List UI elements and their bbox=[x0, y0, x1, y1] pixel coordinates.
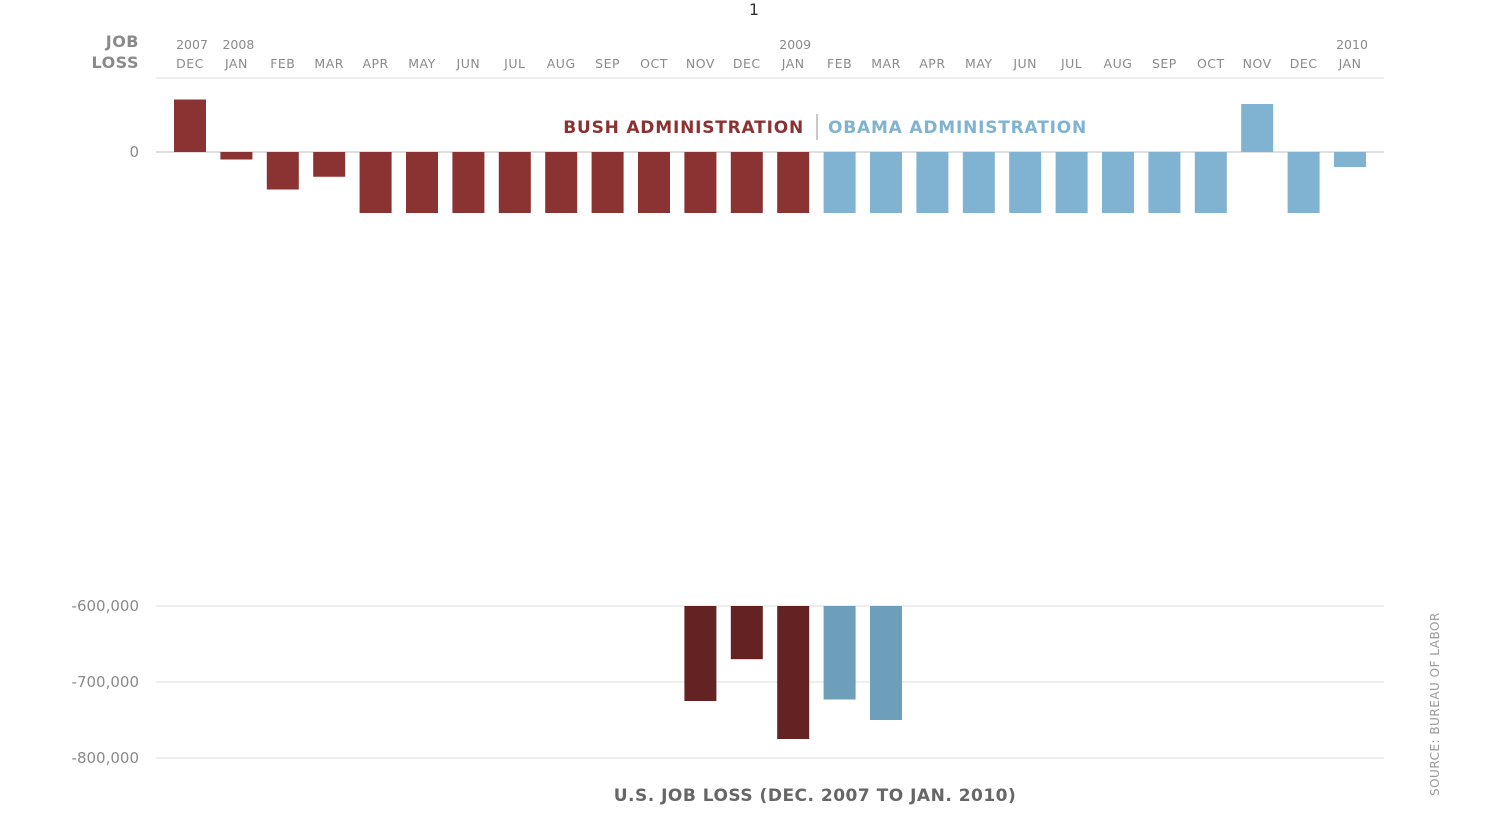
x-tick-label: AUG bbox=[547, 56, 576, 71]
page-mark: 1 bbox=[749, 0, 759, 19]
chart-title: U.S. JOB LOSS (DEC. 2007 TO JAN. 2010) bbox=[614, 786, 1017, 806]
legend: BUSH ADMINISTRATION OBAMA ADMINISTRATION bbox=[563, 114, 1087, 140]
bar bbox=[174, 99, 206, 152]
bar-lower bbox=[777, 606, 810, 739]
x-tick-label: JUN bbox=[1012, 56, 1037, 71]
legend-bush-administration: BUSH ADMINISTRATION bbox=[563, 118, 804, 138]
bar bbox=[777, 152, 810, 213]
y-axis-label: JOB LOSS bbox=[91, 32, 139, 72]
x-year-label: 2008 bbox=[222, 37, 254, 52]
bar bbox=[823, 152, 856, 213]
x-axis-ticks: DEC JAN FEB MAR APR MAY JUN JUL AUG SEP OCT NOV DEC J… bbox=[176, 37, 1368, 71]
bar bbox=[1194, 152, 1227, 213]
y-tick-label: -700,000 bbox=[72, 673, 139, 691]
bar bbox=[545, 152, 578, 213]
bar bbox=[962, 152, 995, 213]
bar-lower bbox=[870, 606, 902, 720]
legend-obama-administration: OBAMA ADMINISTRATION bbox=[828, 118, 1087, 138]
bar bbox=[1241, 104, 1274, 152]
bar bbox=[730, 152, 763, 213]
bar bbox=[406, 152, 438, 213]
bar bbox=[266, 152, 299, 190]
x-year-label: 2009 bbox=[779, 37, 811, 52]
bar bbox=[916, 152, 949, 213]
bar-lower bbox=[730, 606, 763, 660]
x-tick-label: MAY bbox=[965, 56, 993, 71]
x-tick-label: FEB bbox=[270, 56, 295, 71]
y-tick-label: -600,000 bbox=[72, 597, 139, 615]
bar-lower bbox=[684, 606, 717, 701]
bar bbox=[1287, 152, 1320, 213]
x-tick-label: NOV bbox=[686, 56, 715, 71]
bar bbox=[313, 152, 346, 177]
bar bbox=[591, 152, 624, 213]
x-tick-label: FEB bbox=[827, 56, 852, 71]
x-tick-label: SEP bbox=[1152, 56, 1177, 71]
x-tick-label: APR bbox=[362, 56, 388, 71]
x-tick-label: DEC bbox=[733, 56, 761, 71]
x-tick-label: DEC bbox=[176, 56, 204, 71]
x-tick-label: JUL bbox=[503, 56, 525, 71]
bar bbox=[1102, 152, 1134, 213]
x-tick-label: MAR bbox=[314, 56, 344, 71]
y-axis-label-line-1: JOB bbox=[105, 32, 139, 51]
x-year-label: 2007 bbox=[176, 37, 208, 52]
bar bbox=[1148, 152, 1181, 213]
bar bbox=[452, 152, 485, 213]
bar bbox=[1009, 152, 1042, 213]
bar bbox=[1334, 152, 1366, 167]
bar bbox=[498, 152, 531, 213]
bar bbox=[638, 152, 670, 213]
x-tick-label: MAR bbox=[871, 56, 901, 71]
bar bbox=[870, 152, 902, 213]
bar bbox=[684, 152, 717, 213]
x-tick-label: JAN bbox=[1338, 56, 1362, 71]
x-tick-label: SEP bbox=[595, 56, 620, 71]
x-tick-label: JUL bbox=[1060, 56, 1082, 71]
x-year-label: 2010 bbox=[1336, 37, 1368, 52]
x-tick-label: OCT bbox=[640, 56, 668, 71]
y-tick-label: 0 bbox=[129, 143, 139, 161]
bar bbox=[1055, 152, 1088, 213]
x-tick-label: MAY bbox=[408, 56, 436, 71]
x-tick-label: JUN bbox=[456, 56, 481, 71]
x-tick-label: NOV bbox=[1243, 56, 1272, 71]
bars-upper-panel bbox=[174, 99, 1366, 213]
y-axis-ticks: 0 -600,000 -700,000 -800,000 bbox=[72, 143, 139, 767]
bars-lower-panel bbox=[684, 606, 902, 739]
x-tick-label: JAN bbox=[781, 56, 805, 71]
y-tick-label: -800,000 bbox=[72, 749, 139, 767]
source-note: SOURCE: BUREAU OF LABOR bbox=[1428, 612, 1442, 796]
x-tick-label: OCT bbox=[1197, 56, 1225, 71]
bar bbox=[220, 152, 253, 160]
x-tick-label: JAN bbox=[224, 56, 248, 71]
x-tick-label: AUG bbox=[1104, 56, 1133, 71]
y-axis-label-line-2: LOSS bbox=[91, 53, 139, 72]
x-tick-label: DEC bbox=[1290, 56, 1318, 71]
bar bbox=[359, 152, 392, 213]
bar-lower bbox=[823, 606, 856, 700]
x-tick-label: APR bbox=[919, 56, 945, 71]
